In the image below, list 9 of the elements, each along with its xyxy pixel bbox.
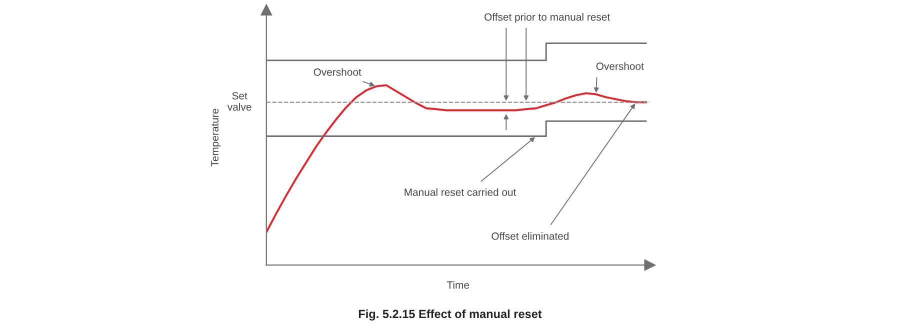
- annotation: Offset eliminated: [492, 232, 568, 240]
- annotation: Overshoot: [314, 68, 362, 76]
- annotation: Manual reset carried out: [404, 188, 516, 196]
- ref-line-label: Set valve: [227, 92, 252, 111]
- y-axis-title: Temperature: [211, 108, 221, 167]
- annotation: Overshoot: [596, 62, 644, 70]
- x-axis-title: Time: [446, 281, 470, 289]
- text: Fig. 5.2.15 Effect of manual reset: [358, 309, 542, 321]
- text: Offset prior to manual reset: [484, 13, 610, 23]
